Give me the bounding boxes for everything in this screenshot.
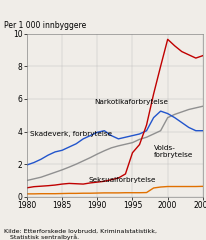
Text: Seksualforbrytelse: Seksualforbrytelse	[88, 177, 155, 183]
Text: Kilde: Etterforskede lovbrudd, Kriminalstatistikk,
   Statistisk sentralbyrå.: Kilde: Etterforskede lovbrudd, Kriminals…	[4, 228, 156, 240]
Text: Narkotikaforbrytelse: Narkotikaforbrytelse	[94, 99, 167, 105]
Text: Volds-
forbrytelse: Volds- forbrytelse	[153, 144, 192, 158]
Text: Per 1 000 innbyggere: Per 1 000 innbyggere	[4, 21, 86, 30]
Text: Skadeverk, forbrytelse: Skadeverk, forbrytelse	[30, 131, 112, 137]
